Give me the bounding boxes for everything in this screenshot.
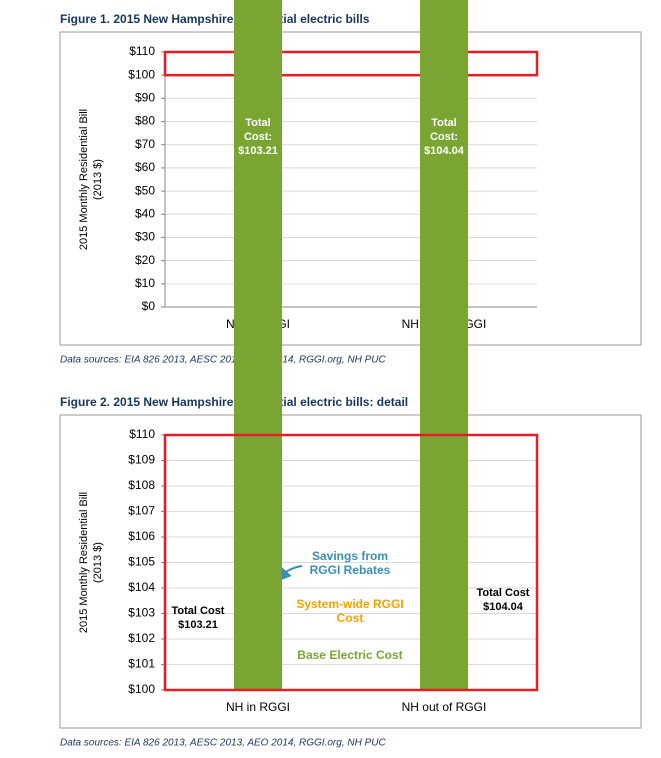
- y-tick-label: $105: [128, 555, 155, 569]
- chart-frame: [59, 31, 642, 346]
- y-tick-label: $110: [129, 427, 155, 441]
- bar-segment: [234, 0, 282, 690]
- y-tick-label: $100: [128, 67, 155, 81]
- y-tick-label: $108: [128, 478, 155, 492]
- total-cost-label: Total Cost $103.21: [171, 605, 225, 631]
- y-tick-label: $107: [128, 504, 155, 518]
- y-tick-label: $10: [135, 276, 155, 290]
- y-tick-label: $50: [135, 183, 155, 197]
- y-tick-label: $0: [142, 299, 156, 313]
- series-label: Savings from RGGI Rebates: [309, 549, 391, 577]
- figure-title: Figure 1. 2015 New Hampshire residential…: [60, 12, 370, 26]
- y-tick-label: $100: [128, 682, 155, 696]
- y-tick-label: $104: [128, 580, 155, 594]
- highlight-box: [163, 50, 539, 77]
- data-source: Data sources: EIA 826 2013, AESC 2013, A…: [60, 738, 386, 749]
- y-tick-label: $20: [135, 253, 155, 267]
- y-tick-label: $103: [128, 606, 155, 620]
- total-cost-label: Total Cost: $104.04: [424, 117, 464, 157]
- y-tick-label: $90: [135, 91, 155, 105]
- total-cost-label: Total Cost: $103.21: [238, 117, 278, 157]
- y-axis-label: (2013 $): [92, 159, 104, 200]
- series-label: Base Electric Cost: [297, 648, 403, 662]
- y-tick-label: $106: [128, 529, 155, 543]
- y-axis-label: 2015 Monthly Residential Bill: [78, 109, 90, 250]
- y-tick-label: $70: [135, 137, 155, 151]
- x-tick-label: NH in RGGI: [226, 700, 290, 714]
- y-tick-label: $109: [128, 453, 155, 467]
- y-tick-label: $40: [135, 206, 155, 220]
- y-axis-label: 2015 Monthly Residential Bill: [78, 492, 90, 633]
- x-tick-label: NH out of RGGI: [402, 700, 487, 714]
- y-tick-label: $60: [135, 160, 155, 174]
- y-tick-label: $110: [129, 44, 155, 58]
- total-cost-label: Total Cost $104.04: [476, 587, 530, 613]
- highlight-box: [163, 433, 539, 692]
- y-tick-label: $101: [128, 657, 155, 671]
- chart-frame: [59, 414, 642, 729]
- y-tick-label: $102: [128, 631, 155, 645]
- y-tick-label: $30: [135, 230, 155, 244]
- bar-segment: [420, 0, 468, 690]
- y-tick-label: $80: [135, 114, 155, 128]
- y-axis-label: (2013 $): [92, 542, 104, 583]
- series-label: System-wide RGGI Cost: [296, 597, 404, 625]
- data-source: Data sources: EIA 826 2013, AESC 2013, A…: [60, 355, 386, 366]
